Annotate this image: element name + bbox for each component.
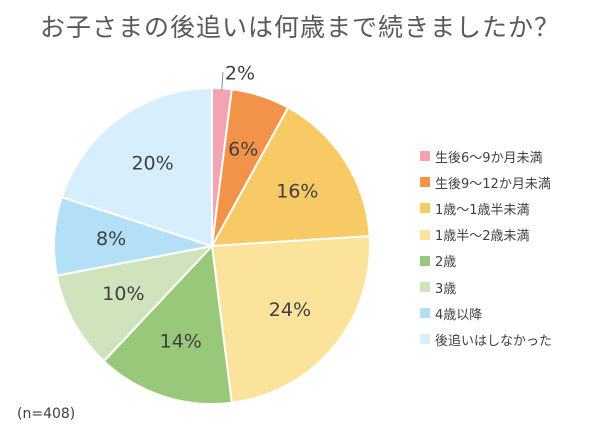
legend-item-2: 生後9〜12か月未満: [420, 169, 552, 195]
legend-swatch: [420, 151, 430, 162]
legend-label: 1歳〜1歳半未満: [435, 202, 530, 218]
legend-label: 4歳以降: [435, 307, 483, 323]
slice-label-5: 14%: [160, 331, 202, 353]
slice-label-2: 6%: [228, 138, 258, 160]
pie-slice-4: [210, 235, 371, 404]
slice-label-3: 16%: [276, 180, 318, 202]
slice-label-7: 8%: [96, 228, 126, 250]
legend-swatch: [420, 282, 430, 293]
legend-swatch: [420, 177, 430, 188]
legend-item-5: 2歳: [420, 248, 552, 274]
slice-leader-line-1: [221, 72, 224, 91]
legend-swatch: [420, 229, 430, 240]
pie-slice-6: [55, 244, 215, 363]
legend-swatch: [420, 255, 430, 266]
slice-label-6: 10%: [102, 283, 144, 305]
legend-swatch: [420, 308, 430, 319]
pie-slice-5: [102, 243, 233, 405]
legend-item-7: 4歳以降: [420, 300, 552, 326]
legend-item-6: 3歳: [420, 274, 552, 300]
legend-item-8: 後追いはしなかった: [420, 326, 552, 352]
legend: 生後6〜9か月未満 生後9〜12か月未満 1歳〜1歳半未満 1歳半〜2歳未満 2歳 3歳 4…: [420, 143, 552, 353]
pie-slice-3: [210, 106, 371, 248]
legend-item-3: 1歳〜1歳半未満: [420, 195, 552, 221]
slice-label-1: 2%: [225, 62, 255, 84]
pie-slice-8: [60, 86, 213, 248]
legend-item-1: 生後6〜9か月未満: [420, 143, 552, 169]
legend-label: 生後6〜9か月未満: [435, 150, 543, 166]
slice-label-8: 20%: [131, 153, 173, 175]
legend-label: 生後9〜12か月未満: [435, 176, 551, 192]
slice-label-4: 24%: [269, 299, 311, 321]
legend-label: 3歳: [435, 281, 457, 297]
legend-label: 2歳: [435, 255, 457, 271]
legend-item-4: 1歳半〜2歳未満: [420, 222, 552, 248]
legend-label: 後追いはしなかった: [435, 333, 553, 349]
chart-title: お子さまの後追いは何歳まで続きましたか？: [39, 13, 560, 42]
legend-swatch: [420, 334, 430, 345]
legend-swatch: [420, 203, 430, 214]
legend-label: 1歳半〜2歳未満: [435, 229, 530, 245]
sample-size-note: (n=408): [17, 406, 76, 422]
